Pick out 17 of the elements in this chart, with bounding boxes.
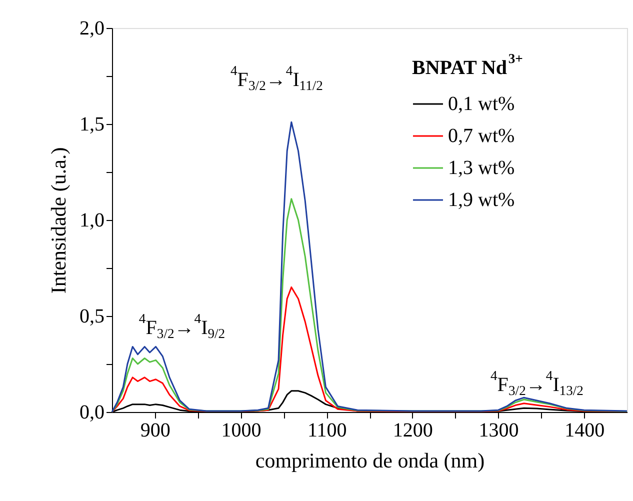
y-axis-title: Intensidade (u.a.) <box>46 147 70 294</box>
x-tick-label: 1400 <box>564 420 605 442</box>
legend-label: 0,7 wt% <box>448 125 515 147</box>
x-tick-label: 900 <box>140 420 170 442</box>
legend-label: 1,3 wt% <box>448 157 515 179</box>
y-tick-label: 1,0 <box>80 210 104 232</box>
x-tick-label: 1200 <box>392 420 433 442</box>
y-tick-label: 2,0 <box>80 18 104 40</box>
y-tick-label: 0,5 <box>80 306 104 328</box>
x-axis-title: comprimento de onda (nm) <box>255 448 485 472</box>
y-tick-label: 1,5 <box>80 114 104 136</box>
x-tick-label: 1300 <box>478 420 519 442</box>
x-tick-label: 1000 <box>221 420 262 442</box>
legend-label: 0,1 wt% <box>448 93 515 115</box>
legend-label: 1,9 wt% <box>448 189 515 211</box>
y-tick-label: 0,0 <box>80 402 104 424</box>
x-tick-label: 1100 <box>307 420 347 442</box>
